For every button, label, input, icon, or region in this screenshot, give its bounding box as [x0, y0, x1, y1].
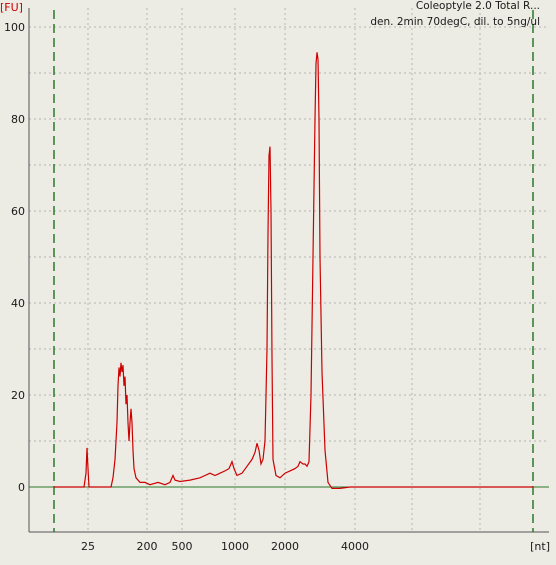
x-tick-label: 4000 — [341, 540, 369, 553]
y-axis-unit-label: [FU] — [0, 1, 23, 14]
y-tick-label: 40 — [11, 297, 25, 310]
chart-title: Coleoptyle 2.0 Total R... — [415, 0, 540, 12]
trace-line — [54, 52, 533, 489]
x-axis-unit-label: [nt] — [530, 540, 550, 553]
x-tick-label: 200 — [137, 540, 158, 553]
x-tick-label: 500 — [172, 540, 193, 553]
x-tick-label: 1000 — [221, 540, 249, 553]
y-tick-label: 0 — [18, 481, 25, 494]
x-tick-label: 2000 — [271, 540, 299, 553]
y-tick-label: 60 — [11, 205, 25, 218]
y-tick-label: 80 — [11, 113, 25, 126]
y-tick-label: 20 — [11, 389, 25, 402]
plot-area — [29, 8, 549, 532]
y-tick-label: 100 — [4, 21, 25, 34]
chart-subtitle: den. 2min 70degC, dil. to 5ng/ul — [370, 16, 540, 28]
x-tick-label: 25 — [81, 540, 95, 553]
